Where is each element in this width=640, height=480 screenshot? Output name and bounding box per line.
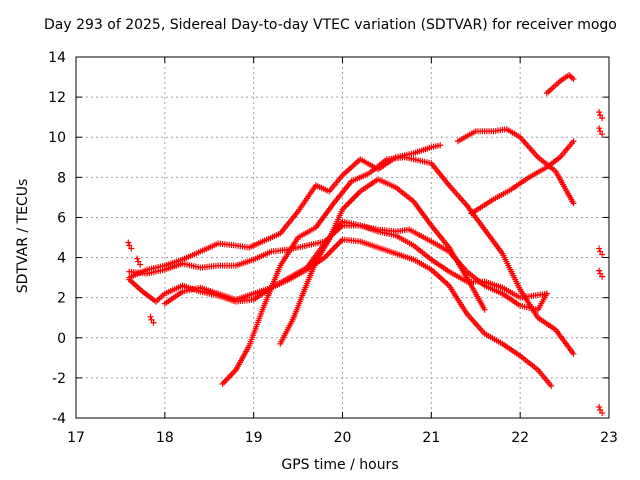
series-track-f <box>161 236 555 389</box>
y-tick-label: 10 <box>48 130 66 146</box>
chart-title: Day 293 of 2025, Sidereal Day-to-day VTE… <box>44 17 617 33</box>
data-point <box>481 306 488 313</box>
x-tick-label: 19 <box>245 430 263 446</box>
data-point <box>570 76 577 83</box>
tick-labels: 17 18 19 20 21 22 23 -4 -2 0 2 4 6 8 10 12 14 <box>48 50 618 446</box>
data-point <box>599 115 606 122</box>
series-track-c <box>126 218 550 305</box>
series-track-e <box>277 176 488 347</box>
series-track-g <box>454 126 577 207</box>
series-track-a <box>126 142 444 281</box>
y-tick-label: -4 <box>52 411 66 427</box>
y-tick-label: 2 <box>57 291 66 307</box>
x-axis-label: GPS time / hours <box>281 457 399 473</box>
data-point <box>599 131 606 138</box>
series-track-i <box>543 72 577 97</box>
data-point <box>570 200 577 207</box>
data-point <box>134 255 141 262</box>
y-tick-label: 6 <box>57 210 66 226</box>
data-point <box>137 261 144 268</box>
series-track-h <box>468 138 577 217</box>
data-point <box>126 242 133 249</box>
data-point <box>128 245 135 252</box>
data-point <box>570 350 577 357</box>
y-tick-label: 8 <box>57 170 66 186</box>
data-marks <box>125 72 606 416</box>
series-track-b <box>126 222 550 313</box>
series-track-j <box>125 109 606 416</box>
data-point <box>599 251 606 258</box>
x-tick-label: 17 <box>67 430 85 446</box>
y-tick-label: 4 <box>57 251 66 267</box>
y-tick-label: 12 <box>48 90 66 106</box>
data-point <box>548 382 555 389</box>
data-point <box>599 273 606 280</box>
data-point <box>596 403 603 410</box>
series-track-d <box>219 154 577 387</box>
x-tick-label: 20 <box>334 430 352 446</box>
data-point <box>147 313 154 320</box>
data-point <box>596 267 603 274</box>
data-point <box>599 409 606 416</box>
data-point <box>150 319 157 326</box>
y-tick-label: -2 <box>52 371 66 387</box>
y-tick-label: 0 <box>57 331 66 347</box>
data-point <box>596 245 603 252</box>
y-tick-label: 14 <box>48 50 66 66</box>
data-point <box>597 112 604 119</box>
data-point <box>570 138 577 145</box>
data-point <box>125 239 132 246</box>
x-tick-label: 18 <box>156 430 174 446</box>
data-point <box>596 125 603 132</box>
x-tick-label: 22 <box>511 430 529 446</box>
x-tick-label: 21 <box>422 430 440 446</box>
data-point <box>543 290 550 297</box>
x-tick-label: 23 <box>600 430 618 446</box>
data-point <box>596 109 603 116</box>
data-point <box>437 142 444 149</box>
plot-frame <box>75 56 610 419</box>
